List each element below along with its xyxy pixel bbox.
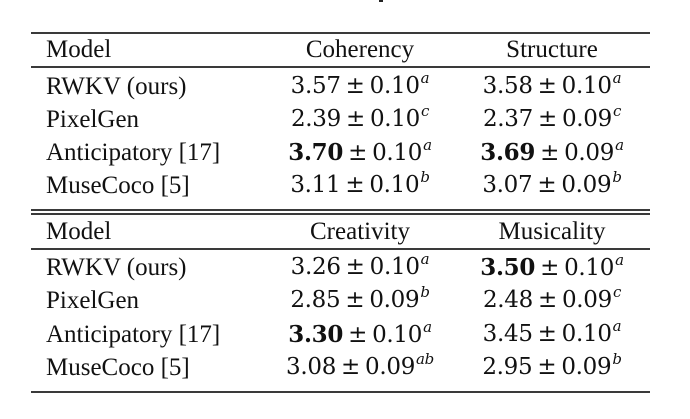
header-rule <box>31 66 650 68</box>
table-row: RWKV (ours) 3.57 ±0.10a 3.58 ±0.10a <box>31 69 650 103</box>
coherency-score: 3.11 ±0.10b <box>290 168 430 198</box>
header-row: Model Coherency Structure <box>31 33 650 66</box>
coherency-score: 3.70 ±0.10a <box>288 136 432 166</box>
header-musicality: Musicality <box>498 218 606 245</box>
caption-fragment <box>378 0 384 4</box>
model-name: MuseCoco [5] <box>46 172 190 199</box>
table-row: MuseCoco [5] 3.11 ±0.10b 3.07 ±0.09b <box>31 168 650 202</box>
model-name: PixelGen <box>46 106 140 133</box>
table-row: PixelGen 2.39 ±0.10c 2.37 ±0.09c <box>31 102 650 136</box>
table-row: Anticipatory [17] 3.70 ±0.10a 3.69 ±0.09a <box>31 136 650 169</box>
creativity-score: 3.08 ±0.09ab <box>286 350 434 380</box>
table-row: Anticipatory [17] 3.30 ±0.10a 3.45 ±0.10a <box>31 317 650 351</box>
structure-score: 2.37 ±0.09c <box>482 102 622 132</box>
creativity-score: 3.30 ±0.10a <box>288 318 432 348</box>
table-row: PixelGen 2.85 ±0.09b 2.48 ±0.09c <box>31 283 650 317</box>
double-rule-top <box>31 209 650 211</box>
bottom-rule <box>31 391 650 393</box>
table-row: RWKV (ours) 3.26 ±0.10a 3.50 ±0.10a <box>31 250 650 284</box>
double-rule-bottom <box>31 213 650 215</box>
model-name: Anticipatory [17] <box>46 321 221 348</box>
model-name: RWKV (ours) <box>46 73 187 100</box>
musicality-score: 2.48 ±0.09c <box>482 283 622 313</box>
header-rule <box>31 248 650 250</box>
model-name: Anticipatory [17] <box>46 139 221 166</box>
model-name: RWKV (ours) <box>46 254 187 281</box>
structure-score: 3.69 ±0.09a <box>480 136 624 166</box>
creativity-score: 2.85 ±0.09b <box>290 283 430 313</box>
header-row: Model Creativity Musicality <box>31 215 650 248</box>
header-structure: Structure <box>506 36 598 63</box>
top-rule <box>31 32 650 34</box>
structure-score: 3.58 ±0.10a <box>482 69 622 99</box>
header-model: Model <box>46 218 112 245</box>
coherency-score: 3.57 ±0.10a <box>290 69 430 99</box>
header-creativity: Creativity <box>310 218 410 245</box>
creativity-score: 3.26 ±0.10a <box>290 250 430 280</box>
table-row: MuseCoco [5] 3.08 ±0.09ab 2.95 ±0.09b <box>31 350 650 384</box>
coherency-score: 2.39 ±0.10c <box>290 102 430 132</box>
musicality-score: 3.50 ±0.10a <box>480 251 624 281</box>
musicality-score: 2.95 ±0.09b <box>482 350 622 380</box>
header-coherency: Coherency <box>305 36 415 63</box>
musicality-score: 3.45 ±0.10a <box>482 317 622 347</box>
header-model: Model <box>46 36 112 63</box>
model-name: PixelGen <box>46 287 140 314</box>
model-name: MuseCoco [5] <box>46 354 190 381</box>
structure-score: 3.07 ±0.09b <box>482 168 622 198</box>
